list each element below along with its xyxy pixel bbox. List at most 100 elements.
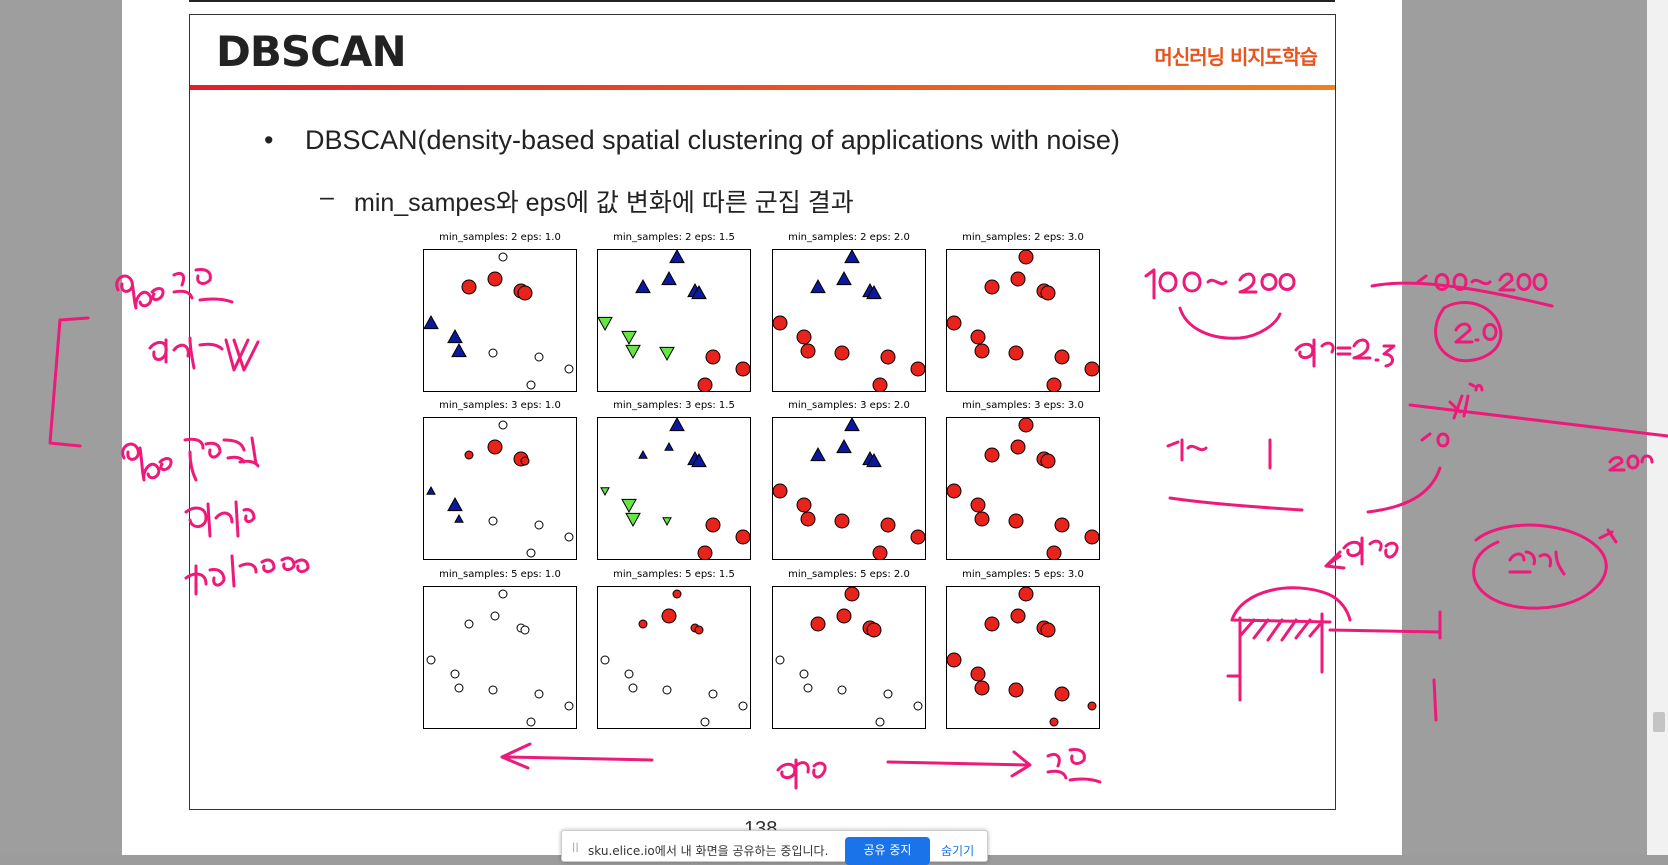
ink-circle-20 bbox=[1434, 301, 1503, 363]
ink-eps-25 bbox=[1294, 338, 1396, 368]
scatter-panel: min_samples: 5 eps: 3.0 bbox=[946, 569, 1100, 729]
plot-frame bbox=[946, 586, 1100, 729]
ink-hatched-circle bbox=[1226, 586, 1352, 702]
scatter-panel: min_samples: 3 eps: 3.0 bbox=[946, 400, 1100, 560]
cluster-point bbox=[1018, 249, 1034, 265]
panel-title: min_samples: 3 eps: 1.5 bbox=[613, 400, 735, 411]
cluster-point bbox=[1010, 608, 1026, 624]
cluster-point bbox=[705, 349, 721, 365]
panel-title: min_samples: 2 eps: 2.0 bbox=[788, 232, 910, 243]
plot-frame bbox=[946, 417, 1100, 560]
cluster-point bbox=[866, 622, 882, 638]
noise-point bbox=[564, 364, 574, 374]
cluster-point bbox=[659, 346, 675, 362]
cluster-point bbox=[1008, 682, 1024, 698]
cluster-point bbox=[1010, 271, 1026, 287]
ink-scribble bbox=[184, 554, 310, 596]
ink-axis bbox=[1408, 382, 1668, 472]
ink-100-200 bbox=[1144, 268, 1296, 300]
scatter-panel: min_samples: 5 eps: 1.5 bbox=[597, 569, 751, 729]
cluster-point bbox=[836, 438, 852, 454]
cluster-point bbox=[597, 316, 613, 332]
drag-handle-icon[interactable]: || bbox=[572, 842, 579, 853]
cluster-point bbox=[1040, 622, 1056, 638]
cluster-point bbox=[635, 278, 651, 294]
cluster-point bbox=[423, 314, 439, 330]
cluster-point bbox=[1054, 686, 1070, 702]
scatter-panel: min_samples: 5 eps: 1.0 bbox=[423, 569, 577, 729]
cluster-point bbox=[974, 680, 990, 696]
cluster-point bbox=[974, 343, 990, 359]
cluster-point bbox=[810, 616, 826, 632]
ink-arrow-left bbox=[500, 742, 654, 770]
cluster-point bbox=[866, 452, 882, 468]
plot-frame bbox=[772, 249, 926, 392]
panel-title: min_samples: 5 eps: 2.0 bbox=[788, 569, 910, 580]
panel-title: min_samples: 5 eps: 1.5 bbox=[613, 569, 735, 580]
noise-point bbox=[498, 589, 508, 599]
panel-title: min_samples: 2 eps: 3.0 bbox=[962, 232, 1084, 243]
noise-point bbox=[534, 520, 544, 530]
scatter-panel: min_samples: 2 eps: 2.0 bbox=[772, 232, 926, 392]
cluster-point bbox=[661, 270, 677, 286]
plot-frame bbox=[423, 586, 577, 729]
cluster-point bbox=[625, 512, 641, 528]
panel-title: min_samples: 2 eps: 1.5 bbox=[613, 232, 735, 243]
cluster-point bbox=[970, 329, 986, 345]
cluster-point bbox=[880, 349, 896, 365]
cluster-point bbox=[974, 511, 990, 527]
title-underline bbox=[190, 85, 1335, 90]
ink-scribble bbox=[121, 436, 260, 482]
scatter-plot bbox=[597, 417, 751, 560]
scatter-panel: min_samples: 3 eps: 2.0 bbox=[772, 400, 926, 560]
noise-point bbox=[488, 516, 498, 526]
cluster-point bbox=[451, 342, 467, 358]
bullet-main-text: DBSCAN(density-based spatial clustering … bbox=[305, 125, 1120, 155]
plot-frame bbox=[772, 417, 926, 560]
noise-point bbox=[488, 348, 498, 358]
cluster-point bbox=[1054, 517, 1070, 533]
cluster-point bbox=[697, 377, 713, 392]
cluster-point bbox=[694, 625, 704, 635]
cluster-point bbox=[834, 345, 850, 361]
cluster-point bbox=[1008, 345, 1024, 361]
cluster-point bbox=[669, 249, 685, 264]
cluster-point bbox=[800, 511, 816, 527]
cluster-point bbox=[464, 450, 474, 460]
panel-title: min_samples: 2 eps: 1.0 bbox=[439, 232, 561, 243]
plot-frame bbox=[946, 249, 1100, 392]
cluster-point bbox=[487, 271, 503, 287]
panel-title: min_samples: 5 eps: 3.0 bbox=[962, 569, 1084, 580]
scatter-plot bbox=[423, 249, 577, 392]
noise-point bbox=[520, 625, 530, 635]
scrollbar-thumb[interactable] bbox=[1653, 712, 1665, 732]
noise-point bbox=[700, 717, 710, 727]
scatter-panel: min_samples: 2 eps: 3.0 bbox=[946, 232, 1100, 392]
slide-title: DBSCAN bbox=[216, 27, 407, 76]
noise-point bbox=[498, 252, 508, 262]
cluster-point bbox=[866, 284, 882, 300]
ink-eps-label-2 bbox=[1342, 536, 1399, 566]
scatter-plot bbox=[772, 586, 926, 729]
scrollbar[interactable] bbox=[1647, 0, 1668, 855]
ink-scribble bbox=[1046, 748, 1102, 784]
cluster-point bbox=[872, 377, 888, 392]
scatter-plot bbox=[772, 417, 926, 560]
cluster-point bbox=[834, 513, 850, 529]
cluster-point bbox=[810, 446, 826, 462]
viewer-background-left bbox=[0, 0, 122, 855]
bullet-sub-marker: – bbox=[320, 183, 334, 211]
cluster-point bbox=[1084, 361, 1100, 377]
cluster-point bbox=[810, 278, 826, 294]
cluster-point bbox=[946, 652, 962, 668]
ink-circle-outlier bbox=[1472, 523, 1618, 610]
cluster-point bbox=[672, 589, 682, 599]
cluster-point bbox=[461, 279, 477, 295]
cluster-point bbox=[1008, 513, 1024, 529]
cluster-point bbox=[454, 513, 464, 523]
cluster-point bbox=[844, 586, 860, 602]
noise-point bbox=[913, 701, 923, 711]
cluster-point bbox=[796, 497, 812, 513]
cluster-point bbox=[984, 279, 1000, 295]
